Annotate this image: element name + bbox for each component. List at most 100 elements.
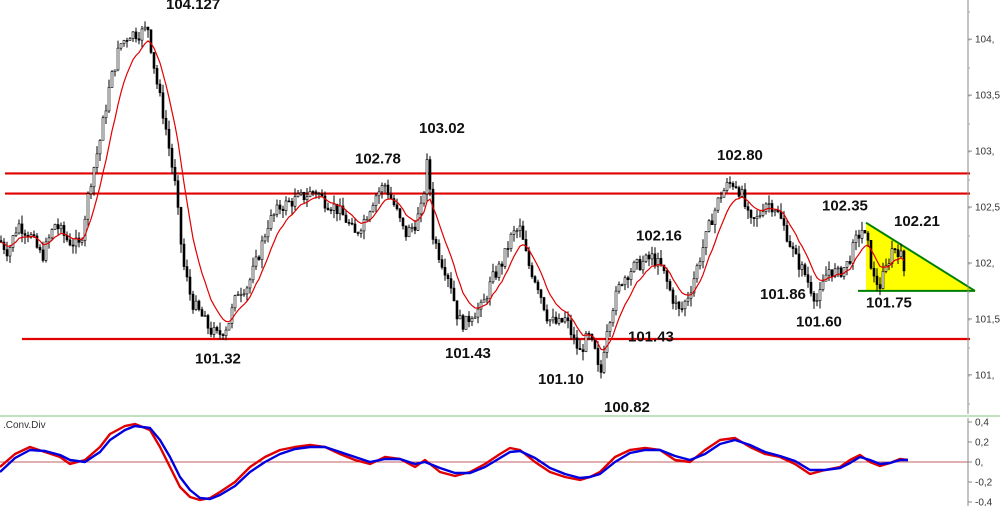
candle-body xyxy=(5,249,9,257)
candle xyxy=(71,238,75,254)
candle-body xyxy=(281,208,285,211)
candle-body xyxy=(137,38,141,41)
candle-body xyxy=(392,198,396,206)
candle-body xyxy=(293,196,297,207)
candle-body xyxy=(497,263,501,278)
candle xyxy=(47,234,51,249)
candle-body xyxy=(404,225,408,238)
candle xyxy=(515,228,519,239)
candle xyxy=(692,271,696,297)
candle-body xyxy=(545,309,549,322)
candle xyxy=(377,187,381,204)
candle xyxy=(278,200,282,215)
candle-body xyxy=(782,218,786,226)
candle xyxy=(260,235,264,269)
candle-body xyxy=(488,281,492,299)
candle-body xyxy=(47,237,51,243)
candle-body xyxy=(809,282,813,294)
candle xyxy=(818,281,822,309)
candle xyxy=(203,310,207,317)
price-annotation: 103.02 xyxy=(419,120,465,137)
price-annotation: 102.21 xyxy=(894,213,940,230)
candle-body xyxy=(806,274,810,283)
candle xyxy=(149,29,153,55)
candle-body xyxy=(482,299,486,303)
candle-body xyxy=(11,235,15,248)
candle xyxy=(68,233,72,247)
candle xyxy=(482,293,486,303)
candle xyxy=(581,343,585,361)
candle xyxy=(716,197,720,214)
candle xyxy=(848,255,852,266)
candle xyxy=(599,359,603,379)
candle-body xyxy=(347,222,351,224)
candle xyxy=(365,216,369,221)
candle-body xyxy=(683,300,687,310)
candle xyxy=(194,295,198,311)
indicator-axis: 0,4 0,2 0, -0,2 -0,4 xyxy=(967,418,993,509)
candle-body xyxy=(74,237,78,247)
candle xyxy=(167,120,171,157)
candle-body xyxy=(215,327,219,331)
candle xyxy=(410,223,414,233)
candle-body xyxy=(629,271,633,280)
candle xyxy=(749,209,753,224)
candle xyxy=(536,279,540,295)
candle-body xyxy=(878,284,882,289)
candle-body xyxy=(413,226,417,231)
candle-body xyxy=(602,351,606,373)
candle xyxy=(14,226,18,238)
candle xyxy=(209,321,213,338)
candle-body xyxy=(332,203,336,211)
candle xyxy=(713,207,717,234)
candle-body xyxy=(536,281,540,291)
candle-body xyxy=(251,265,255,281)
candle-body xyxy=(410,226,414,229)
price-axis-tick-label: 101,5 xyxy=(975,314,1000,325)
candle xyxy=(605,324,609,359)
price-axis-tick-label: 103,5 xyxy=(975,91,1000,102)
candle-body xyxy=(665,270,669,282)
candle xyxy=(707,219,711,233)
candle xyxy=(416,207,420,232)
candle xyxy=(110,70,114,88)
candle xyxy=(485,295,489,305)
candle xyxy=(719,191,723,203)
candle xyxy=(383,182,387,193)
candle xyxy=(113,69,117,77)
candle xyxy=(197,299,201,312)
indicator-axis-tick-label: 0,2 xyxy=(975,438,989,449)
candle xyxy=(512,225,516,242)
candle xyxy=(446,273,450,288)
candle xyxy=(326,202,330,211)
candle-body xyxy=(299,192,303,195)
candle xyxy=(233,294,237,312)
price-axis-tick-label: 101, xyxy=(975,370,994,381)
candle xyxy=(251,257,255,284)
candle xyxy=(374,193,378,213)
candle-body xyxy=(167,128,171,149)
candle-body xyxy=(419,202,423,215)
candle xyxy=(395,198,399,211)
support-resistance-levels xyxy=(5,172,970,341)
candle-body xyxy=(173,166,177,182)
candle xyxy=(764,202,768,215)
candle xyxy=(443,258,447,281)
candle-body xyxy=(443,267,447,276)
candle xyxy=(146,26,150,38)
candle-body xyxy=(83,218,87,241)
candle xyxy=(290,197,294,215)
candle-body xyxy=(101,117,105,141)
candle xyxy=(473,312,477,319)
candle-body xyxy=(395,204,399,210)
candle-body xyxy=(494,271,498,278)
candle xyxy=(188,269,192,301)
candle-body xyxy=(734,186,738,188)
macd-line xyxy=(0,422,909,502)
candle-body xyxy=(461,315,465,330)
candle xyxy=(380,182,384,199)
candle xyxy=(638,255,642,271)
candle xyxy=(665,267,669,290)
candle-body xyxy=(338,205,342,215)
candle-body xyxy=(377,191,381,197)
